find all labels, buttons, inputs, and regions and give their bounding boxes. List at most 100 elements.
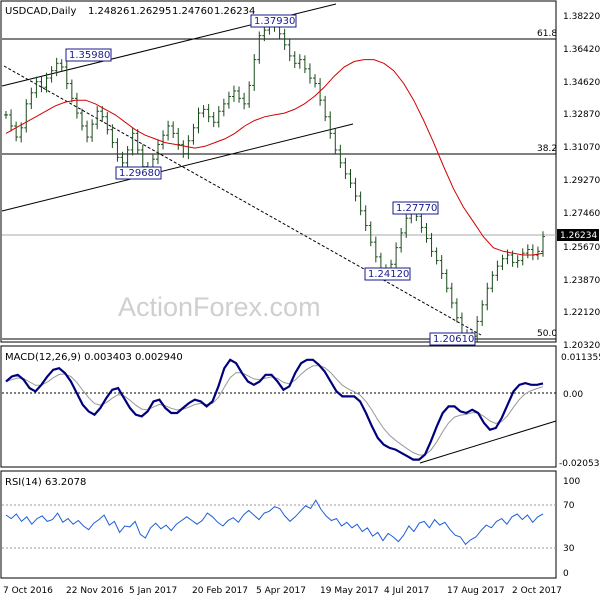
ohlc-bar <box>216 106 221 128</box>
chart-title: USDCAD,Daily <box>5 6 76 17</box>
ohlc-bar <box>237 86 242 103</box>
ohlc-bar <box>247 81 252 108</box>
ohlc-bar <box>54 57 59 77</box>
macd-y-tick: 0.00 <box>563 390 583 400</box>
ohlc-bar <box>434 247 439 265</box>
ohlc-bar <box>135 129 140 155</box>
y-tick: 1.29270 <box>563 176 600 186</box>
ohlc-bar <box>328 111 333 139</box>
ohlc-bar <box>191 123 196 145</box>
svg-text:1.35980: 1.35980 <box>69 50 110 61</box>
y-tick: 1.34620 <box>563 78 600 88</box>
price-label-120610: 1.20610 <box>429 332 476 346</box>
rsi-panel: RSI(14) 63.2078 100 70 30 0 <box>0 470 580 579</box>
ohlc-bar <box>449 282 454 309</box>
macd-panel: MACD(12,26,9) 0.003403 0.002940 0.011355… <box>0 345 600 469</box>
macd-trendline <box>419 420 557 464</box>
ohlc-bar <box>115 138 120 162</box>
ohlc-bar <box>34 76 39 98</box>
ohlc-bar <box>424 223 429 243</box>
ohlc-bar <box>297 54 302 69</box>
price-label-137930: 1.37930 <box>250 14 297 28</box>
ohlc-bar <box>525 244 530 259</box>
ohlc-bar <box>14 121 19 142</box>
current-price-tag <box>557 229 599 241</box>
ohlc-bar <box>206 104 211 123</box>
y-tick: 1.31070 <box>563 143 600 153</box>
ohlc-bar <box>419 210 424 233</box>
y-tick: 1.38220 <box>563 12 600 22</box>
ohlc-bar <box>171 121 176 138</box>
x-tick: 4 Jul 2017 <box>384 586 429 596</box>
ohlc-bar <box>9 109 14 132</box>
ohlc-bar <box>495 260 500 281</box>
ohlc-bar <box>399 228 404 253</box>
current-price-value: 1.26234 <box>560 231 597 241</box>
x-tick: 7 Oct 2016 <box>3 586 53 596</box>
y-tick: 1.23870 <box>563 276 600 286</box>
y-tick: 1.25670 <box>563 243 600 253</box>
macd-y-tick: 0.011355 <box>561 353 600 363</box>
ohlc-bar <box>313 74 318 88</box>
rsi-y-tick: 70 <box>563 501 575 511</box>
ohlc-bar <box>348 169 353 188</box>
ohlc-bar <box>480 300 485 326</box>
x-tick: 20 Feb 2017 <box>192 586 248 596</box>
y-tick: 1.22120 <box>563 308 600 318</box>
price-label-129680: 1.29680 <box>115 166 162 180</box>
ohlc-bar <box>196 107 201 134</box>
ohlc-bar <box>404 213 409 238</box>
ohlc-bar <box>155 139 160 165</box>
svg-text:1.27770: 1.27770 <box>396 203 437 214</box>
ohlc-bar <box>373 236 378 263</box>
ohlc-bar <box>39 76 44 93</box>
ohlc-bar <box>338 144 343 169</box>
ohlc-bar <box>85 120 90 143</box>
x-tick: 17 Aug 2017 <box>447 586 505 596</box>
ohlc-bar <box>176 127 181 150</box>
ohlc-bar <box>252 54 257 91</box>
y-tick: 1.36420 <box>563 45 600 55</box>
ohlc-bar <box>24 99 29 133</box>
svg-text:1.29680: 1.29680 <box>119 168 160 179</box>
price-label-127770: 1.27770 <box>392 201 439 215</box>
ohlc-bar <box>59 59 64 72</box>
ohlc-bar <box>333 128 338 155</box>
svg-text:1.20610: 1.20610 <box>433 334 474 345</box>
ohlc-bar <box>130 127 135 156</box>
watermark: ActionForex.com <box>118 292 321 322</box>
ohlc-bar <box>444 269 449 293</box>
ohlc-bar <box>429 232 434 257</box>
moving-average-line <box>5 59 544 256</box>
ohlc-bar <box>292 51 297 68</box>
ohlc-bar <box>535 246 540 260</box>
ohlc-bar <box>44 72 49 93</box>
svg-text:1.24120: 1.24120 <box>368 269 409 280</box>
ohlc-bar <box>353 177 358 202</box>
ohlc-bar <box>226 91 231 109</box>
ohlc-close: 1.26234 <box>214 6 255 17</box>
ohlc-bar <box>242 92 247 110</box>
ohlc-bar <box>454 298 459 323</box>
ohlc-bar <box>74 92 79 119</box>
macd-main-line <box>5 358 544 461</box>
ohlc-bar <box>363 205 368 232</box>
svg-text:1.37930: 1.37930 <box>254 16 295 27</box>
ohlc-high: 1.26295 <box>130 6 171 17</box>
ohlc-bar <box>439 255 444 279</box>
price-panel: USDCAD,Daily 1.24826 1.26295 1.24760 1.2… <box>0 0 600 351</box>
ohlc-bar <box>201 104 206 118</box>
ohlc-low: 1.24760 <box>172 6 213 17</box>
x-axis: 7 Oct 2016 22 Nov 2016 5 Jan 2017 20 Feb… <box>3 586 562 596</box>
macd-label: MACD(12,26,9) 0.003403 0.002940 <box>5 352 183 363</box>
fib-61-label: 61.8 <box>537 29 557 39</box>
trendline-dashed <box>3 65 482 336</box>
price-label-124120: 1.24120 <box>364 267 411 281</box>
ohlc-bar <box>105 112 110 135</box>
ohlc-open: 1.24826 <box>88 6 129 17</box>
rsi-line <box>5 499 544 546</box>
ohlc-bar <box>19 122 24 143</box>
ohlc-bar <box>323 95 328 122</box>
ohlc-bar <box>394 242 399 270</box>
